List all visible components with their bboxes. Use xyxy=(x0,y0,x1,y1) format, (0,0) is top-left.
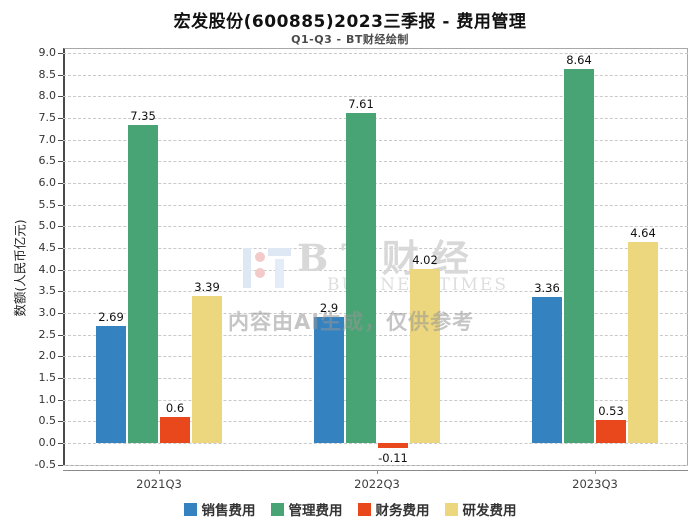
y-tick-mark xyxy=(58,356,63,358)
y-tick-label: 6.0 xyxy=(38,176,57,189)
bar-value-label: 7.61 xyxy=(348,97,374,112)
legend-swatch-icon xyxy=(270,502,284,516)
y-tick-mark xyxy=(58,139,63,141)
bt-logo-icon xyxy=(243,248,293,290)
y-tick-label: 8.0 xyxy=(38,89,57,103)
y-tick-label: 0.0 xyxy=(38,436,57,449)
x-tick-label-2023Q3: 2023Q3 xyxy=(572,477,618,491)
bar-研发费用-2022Q3 xyxy=(410,268,440,443)
y-tick-mark xyxy=(58,334,63,336)
bar-财务费用-2023Q3 xyxy=(596,420,626,443)
bar-销售费用-2023Q3 xyxy=(532,297,562,443)
ai-disclaimer-watermark: 内容由AI生成，仅供参考 xyxy=(228,310,475,334)
bar-财务费用-2022Q3 xyxy=(378,443,408,448)
legend-label: 管理费用 xyxy=(288,503,343,519)
legend-item-财务费用: 财务费用 xyxy=(357,499,430,519)
x-tick-mark xyxy=(595,470,596,474)
y-tick-label: 2.0 xyxy=(38,349,57,363)
bar-财务费用-2021Q3 xyxy=(160,417,190,443)
bar-value-label: 0.53 xyxy=(598,404,624,419)
chart-title: 宏发股份(600885)2023三季报 - 费用管理 xyxy=(173,12,527,32)
y-tick-mark xyxy=(58,291,63,293)
y-tick-label: 1.0 xyxy=(38,392,57,406)
y-tick-label: 7.0 xyxy=(38,132,57,146)
y-tick-label: 5.5 xyxy=(38,197,57,211)
legend-item-研发费用: 研发费用 xyxy=(444,499,517,519)
legend-label: 财务费用 xyxy=(375,503,430,519)
x-tick-mark xyxy=(377,470,378,474)
legend-swatch-icon xyxy=(357,502,371,516)
y-tick-label: 3.5 xyxy=(38,284,57,298)
bar-value-label: 3.36 xyxy=(534,281,560,296)
gridline xyxy=(63,443,688,444)
y-tick-mark xyxy=(58,421,63,423)
legend: 销售费用 管理费用 财务费用 研发费用 xyxy=(0,499,700,519)
y-tick-label: 8.5 xyxy=(38,67,57,81)
y-tick-label: 6.5 xyxy=(38,154,57,168)
x-tick-label-2021Q3: 2021Q3 xyxy=(136,477,182,491)
y-tick-label: 3.0 xyxy=(38,306,57,319)
y-tick-label: 2.5 xyxy=(38,327,57,341)
y-tick-mark xyxy=(58,313,63,314)
bar-管理费用-2023Q3 xyxy=(564,68,594,443)
bar-value-label: -0.11 xyxy=(378,450,408,465)
x-tick-label-2022Q3: 2022Q3 xyxy=(354,477,400,491)
y-tick-mark xyxy=(58,226,63,228)
y-tick-mark xyxy=(58,204,63,206)
legend-label: 研发费用 xyxy=(462,503,517,519)
y-tick-label: 9.0 xyxy=(38,46,57,59)
bar-value-label: 4.64 xyxy=(630,225,656,240)
bar-销售费用-2022Q3 xyxy=(314,317,344,443)
legend-item-管理费用: 管理费用 xyxy=(270,499,343,519)
y-tick-mark xyxy=(58,53,63,54)
bar-value-label: 3.39 xyxy=(194,280,220,295)
bar-value-label: 2.69 xyxy=(98,310,124,325)
chart-subtitle: Q1-Q3 - BT财经绘制 xyxy=(291,33,409,46)
gridline xyxy=(63,74,688,76)
x-axis-line xyxy=(63,470,688,471)
x-tick-mark xyxy=(159,470,160,474)
y-tick-label: 1.5 xyxy=(38,371,57,384)
y-tick-mark xyxy=(58,118,63,119)
gridline xyxy=(63,96,688,98)
bar-value-label: 2.9 xyxy=(319,301,339,316)
y-tick-label: 4.0 xyxy=(38,262,57,276)
bar-value-label: 7.35 xyxy=(130,108,156,123)
gridline xyxy=(63,53,688,54)
y-tick-mark xyxy=(58,96,63,98)
bar-管理费用-2022Q3 xyxy=(346,113,376,443)
y-tick-mark xyxy=(58,248,63,249)
bar-value-label: 4.02 xyxy=(412,252,438,267)
legend-item-销售费用: 销售费用 xyxy=(183,499,256,519)
y-tick-mark xyxy=(58,183,63,184)
y-tick-mark xyxy=(58,161,63,163)
y-tick-mark xyxy=(58,399,63,401)
bar-value-label: 0.6 xyxy=(165,401,185,415)
y-tick-label: 5.0 xyxy=(38,219,57,233)
gridline xyxy=(63,464,688,466)
y-tick-mark xyxy=(58,464,63,466)
y-tick-label: 0.5 xyxy=(38,414,57,428)
bar-研发费用-2021Q3 xyxy=(192,296,222,443)
y-tick-mark xyxy=(58,443,63,444)
y-tick-label: 7.5 xyxy=(38,111,57,124)
y-tick-mark xyxy=(58,74,63,76)
y-tick-label: 4.5 xyxy=(38,241,57,254)
bar-销售费用-2021Q3 xyxy=(96,326,126,443)
y-tick-label: -0.5 xyxy=(34,457,56,471)
y-tick-mark xyxy=(58,269,63,271)
legend-swatch-icon xyxy=(183,502,197,516)
legend-label: 销售费用 xyxy=(201,503,256,519)
watermark-brand-text: BT财经 xyxy=(297,236,482,280)
bar-管理费用-2021Q3 xyxy=(128,124,158,443)
legend-swatch-icon xyxy=(444,502,458,516)
y-tick-mark xyxy=(58,378,63,379)
bar-value-label: 8.64 xyxy=(566,52,592,67)
bar-研发费用-2023Q3 xyxy=(628,241,658,443)
